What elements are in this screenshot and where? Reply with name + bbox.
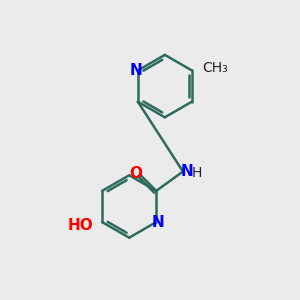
Text: HO: HO xyxy=(68,218,94,232)
Text: N: N xyxy=(130,63,143,78)
Text: CH₃: CH₃ xyxy=(202,61,228,74)
Text: O: O xyxy=(129,166,142,181)
Text: N: N xyxy=(180,164,193,179)
Text: N: N xyxy=(151,214,164,230)
Text: H: H xyxy=(191,166,202,180)
